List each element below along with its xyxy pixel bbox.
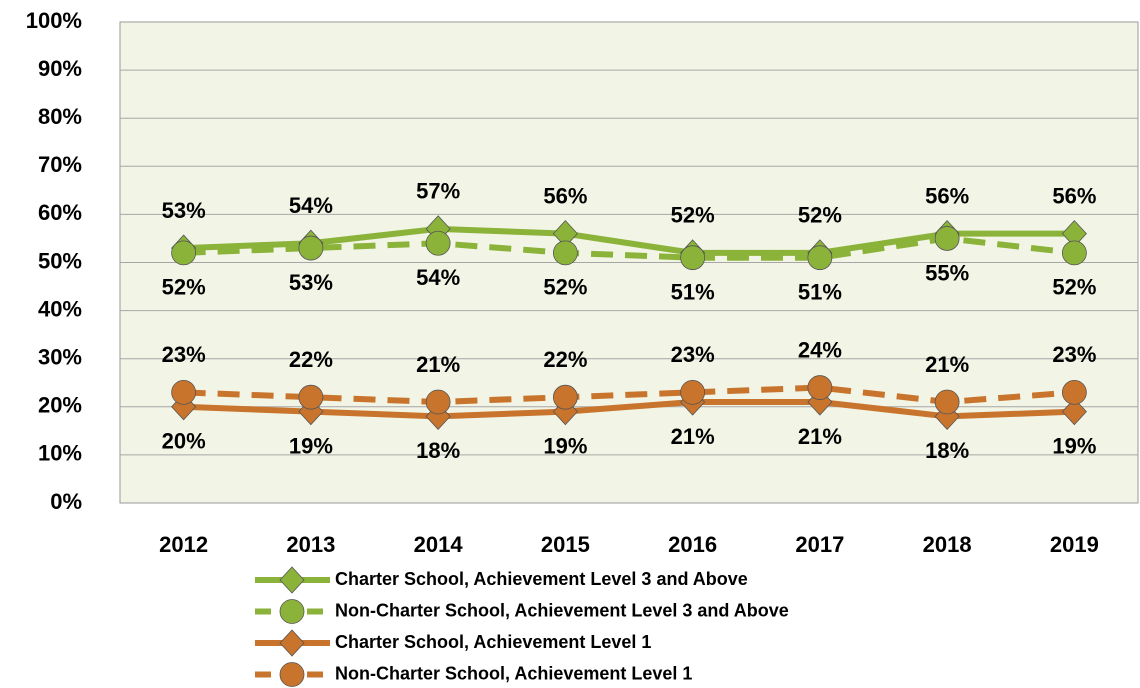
legend-marker — [279, 629, 305, 657]
data-label: 54% — [416, 265, 460, 290]
data-label: 21% — [925, 352, 969, 377]
data-label: 23% — [671, 342, 715, 367]
data-label: 21% — [671, 424, 715, 449]
point — [552, 240, 578, 266]
y-tick-label: 40% — [38, 296, 82, 321]
data-label: 52% — [162, 275, 206, 300]
data-label: 19% — [1052, 433, 1096, 458]
data-label: 22% — [543, 347, 587, 372]
point — [425, 230, 451, 256]
x-tick-label: 2014 — [414, 532, 464, 557]
point — [1061, 398, 1087, 426]
x-tick-label: 2016 — [668, 532, 717, 557]
point — [680, 245, 706, 271]
data-label: 52% — [1052, 275, 1096, 300]
data-label: 52% — [671, 203, 715, 228]
data-label: 57% — [416, 179, 460, 204]
x-tick-label: 2017 — [795, 532, 844, 557]
y-tick-label: 80% — [38, 104, 82, 129]
data-label: 21% — [798, 424, 842, 449]
data-label: 18% — [925, 438, 969, 463]
point — [171, 240, 197, 266]
legend-marker — [279, 599, 305, 624]
data-label: 23% — [1052, 342, 1096, 367]
data-label: 56% — [543, 183, 587, 208]
legend-marker — [279, 662, 305, 687]
point — [298, 235, 324, 261]
data-label: 22% — [289, 347, 333, 372]
data-label: 56% — [1052, 183, 1096, 208]
x-tick-label: 2015 — [541, 532, 590, 557]
legend-marker — [279, 566, 305, 594]
point — [298, 384, 324, 410]
point — [171, 379, 197, 405]
y-tick-label: 10% — [38, 441, 82, 466]
data-label: 52% — [543, 275, 587, 300]
data-label: 19% — [289, 433, 333, 458]
y-tick-label: 20% — [38, 393, 82, 418]
y-tick-label: 100% — [26, 8, 82, 33]
point — [807, 375, 833, 400]
legend-label: Charter School, Achievement Level 3 and … — [335, 569, 748, 589]
y-tick-label: 70% — [38, 152, 82, 177]
point — [934, 389, 960, 415]
point — [1061, 379, 1087, 405]
point — [807, 245, 833, 271]
series-line — [183, 225, 1075, 256]
point — [1061, 240, 1087, 266]
legend-label: Non-Charter School, Achievement Level 3 … — [335, 600, 789, 620]
point — [552, 384, 578, 410]
x-tick-label: 2019 — [1050, 532, 1099, 557]
data-label: 51% — [671, 280, 715, 305]
data-label: 54% — [289, 193, 333, 218]
x-tick-label: 2012 — [159, 532, 208, 557]
series-line — [183, 398, 1075, 420]
y-tick-label: 0% — [50, 489, 82, 514]
series-line — [183, 235, 1075, 261]
data-label: 53% — [162, 198, 206, 223]
y-tick-label: 60% — [38, 200, 82, 225]
data-label: 52% — [798, 203, 842, 228]
data-label: 20% — [162, 429, 206, 454]
data-label: 24% — [798, 337, 842, 362]
y-tick-label: 90% — [38, 56, 82, 81]
y-tick-label: 50% — [38, 248, 82, 273]
data-label: 18% — [416, 438, 460, 463]
data-label: 55% — [925, 260, 969, 285]
legend-label: Non-Charter School, Achievement Level 1 — [335, 663, 692, 683]
y-tick-label: 30% — [38, 345, 82, 370]
data-label: 56% — [925, 183, 969, 208]
point — [680, 379, 706, 405]
point — [425, 389, 451, 415]
data-label: 53% — [289, 270, 333, 295]
data-label: 23% — [162, 342, 206, 367]
x-tick-label: 2013 — [286, 532, 335, 557]
x-tick-label: 2018 — [923, 532, 972, 557]
data-label: 51% — [798, 280, 842, 305]
point — [934, 226, 960, 251]
data-label: 21% — [416, 352, 460, 377]
legend-label: Charter School, Achievement Level 1 — [335, 632, 651, 652]
series-line — [183, 384, 1075, 406]
data-label: 19% — [543, 433, 587, 458]
